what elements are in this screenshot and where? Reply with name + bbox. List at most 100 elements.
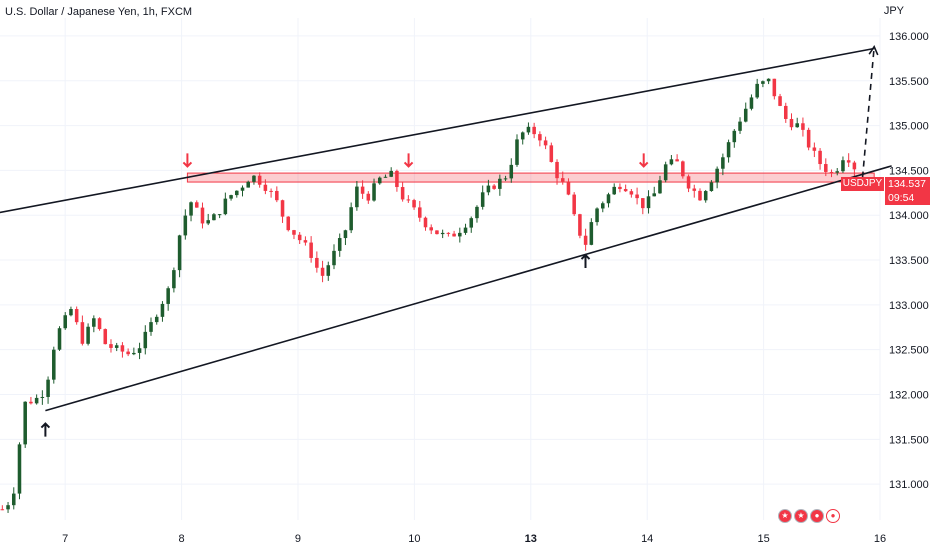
candle-body <box>572 194 576 215</box>
candle-body <box>783 105 788 119</box>
candle-body <box>652 193 657 197</box>
candle-body <box>246 181 250 188</box>
candle-body <box>320 267 325 276</box>
price-tick-label: 133.000 <box>889 300 929 312</box>
price-axis[interactable]: 131.000 131.500 132.000 132.500 133.000 133.5… <box>889 31 929 491</box>
candle-body <box>223 198 228 215</box>
candle-body <box>80 322 85 344</box>
candle-body <box>663 164 668 181</box>
candle-body <box>492 185 496 189</box>
candle-body <box>355 186 359 208</box>
flag-jp-icon[interactable]: ● <box>810 509 824 523</box>
candle-body <box>475 206 479 219</box>
candle-body <box>629 191 634 195</box>
candle-body <box>46 379 50 397</box>
candle-body <box>440 232 445 235</box>
candle-body <box>395 170 399 188</box>
candle-body <box>263 184 268 191</box>
candle-body <box>109 344 113 348</box>
candle-body <box>315 257 319 268</box>
candle-body <box>74 309 79 323</box>
signal-arrows <box>40 153 649 437</box>
candle-body <box>732 130 737 143</box>
candle-body <box>235 190 239 196</box>
buy-arrow-icon <box>40 422 51 437</box>
candle-body <box>280 200 285 217</box>
candle-body <box>755 83 759 98</box>
candle-body <box>795 123 799 128</box>
time-axis[interactable]: 7 8 9 10 13 14 15 16 <box>62 533 886 545</box>
candle-body <box>240 187 245 191</box>
candle-body <box>206 220 210 224</box>
candle-body <box>17 444 22 494</box>
candle-body <box>400 187 405 200</box>
candle-body <box>778 96 782 106</box>
candle-body <box>309 242 313 258</box>
candle-body <box>114 345 119 348</box>
flag-us-icon[interactable]: ★ <box>778 509 792 523</box>
candle-body <box>681 161 685 177</box>
candle-body <box>549 145 554 162</box>
projection-arrowhead <box>868 45 879 56</box>
last-price-badge: 134.537 09:54 <box>885 177 930 205</box>
candle-body <box>23 401 27 445</box>
candle-body <box>560 178 565 182</box>
record-icon[interactable]: ● <box>826 509 840 523</box>
candle-body <box>623 189 628 192</box>
candle-body <box>137 348 142 353</box>
candle-body <box>503 178 508 180</box>
candle-body <box>852 162 857 170</box>
chart-header: U.S. Dollar / Japanese Yen, 1h, FXCM <box>5 6 192 18</box>
support-resistance-zone <box>186 172 875 183</box>
candle-body <box>806 129 811 148</box>
candle-body <box>86 326 90 344</box>
candle-body <box>595 208 599 223</box>
time-tick-label: 7 <box>62 533 68 545</box>
price-tick-label: 135.000 <box>889 121 929 133</box>
candle-body <box>200 207 205 224</box>
currency-label: JPY <box>883 5 904 17</box>
candle-body <box>212 214 216 221</box>
candle-body <box>738 121 742 131</box>
candle-body <box>772 78 777 97</box>
candle-body <box>520 132 525 140</box>
price-tick-label: 131.000 <box>889 479 929 491</box>
candle-body <box>812 147 817 151</box>
candle-body <box>641 198 645 209</box>
candle-body <box>589 222 594 245</box>
candle-body <box>543 140 548 146</box>
price-tick-label: 135.500 <box>889 76 929 88</box>
candle-body <box>646 196 651 209</box>
channel-trendline <box>45 165 892 412</box>
candle-body <box>566 181 571 195</box>
candle-body <box>698 190 702 201</box>
candle-body <box>97 318 102 330</box>
candle-body <box>34 397 39 404</box>
candle-body <box>658 180 662 194</box>
flag-us-icon[interactable]: ★ <box>794 509 808 523</box>
candle-body <box>6 505 10 510</box>
support-zone <box>186 172 875 183</box>
candles <box>0 78 857 513</box>
candle-body <box>303 240 308 243</box>
grid <box>0 18 881 520</box>
candle-body <box>189 202 193 216</box>
time-tick-label: 10 <box>408 533 420 545</box>
candle-body <box>726 142 731 158</box>
projection-line <box>861 46 875 178</box>
candle-body <box>40 396 45 398</box>
candle-body <box>252 175 256 182</box>
candle-body <box>463 227 468 233</box>
candle-body <box>149 322 153 332</box>
candle-body <box>686 176 691 189</box>
candle-body <box>126 351 130 355</box>
candle-body <box>406 199 411 201</box>
time-tick-label: 15 <box>757 533 769 545</box>
candle-body <box>480 192 485 207</box>
candle-body <box>829 171 834 173</box>
candle-body <box>669 159 674 165</box>
candle-body <box>789 118 794 128</box>
candle-body <box>217 214 222 216</box>
candle-body <box>160 303 165 317</box>
